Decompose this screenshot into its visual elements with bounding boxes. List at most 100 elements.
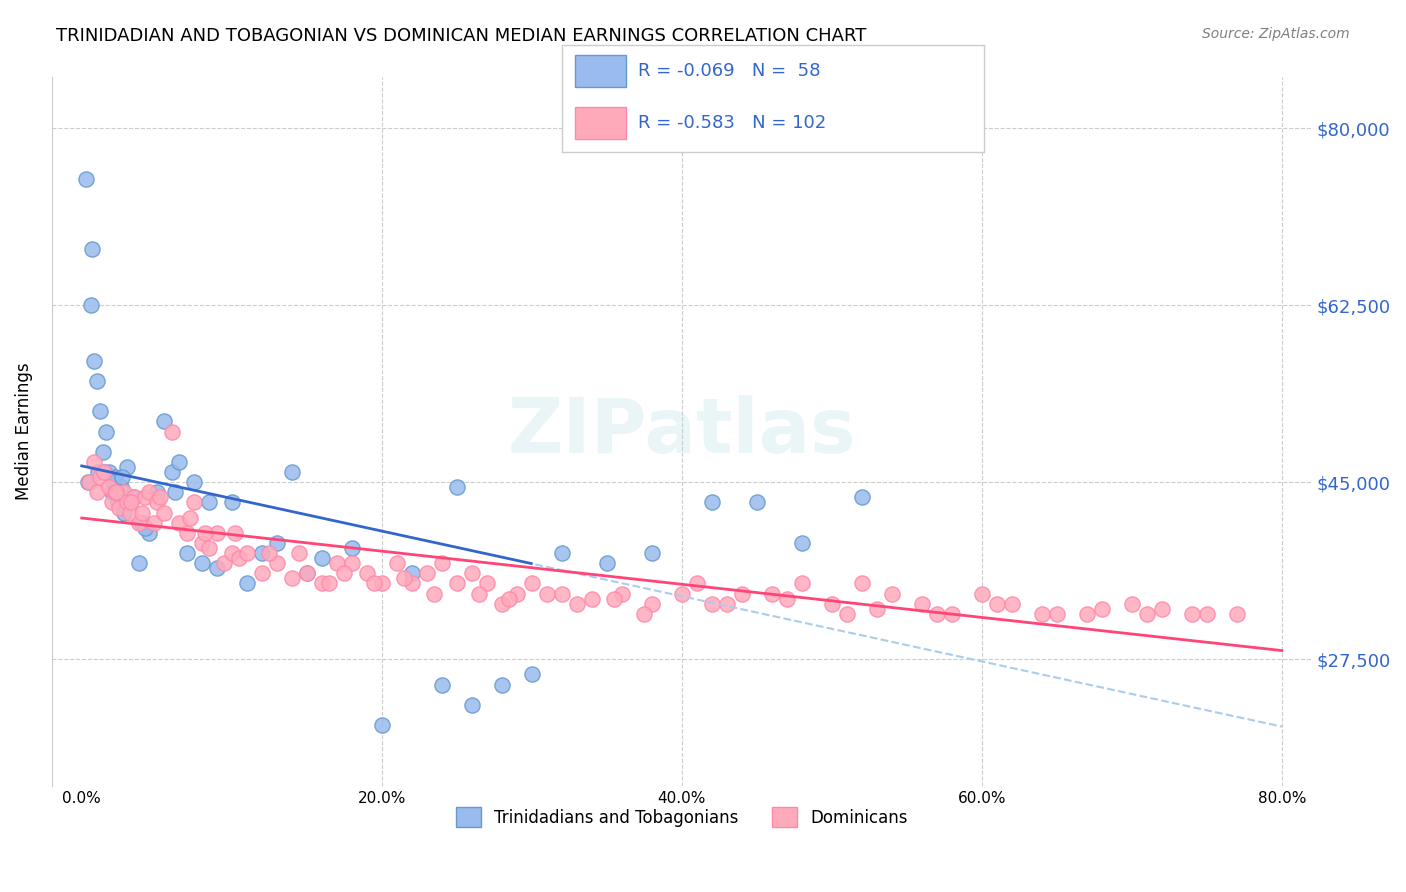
Point (716, 597, 738, 611)
Point (149, 491, 172, 505)
Point (851, 491, 873, 505)
Point (610, 586, 633, 600)
Point (93, 465, 115, 479)
Point (401, 576, 423, 591)
Point (288, 546, 311, 560)
Point (581, 591, 603, 606)
Point (520, 576, 543, 591)
Point (596, 556, 619, 570)
Point (97, 465, 120, 479)
Point (371, 576, 394, 591)
Point (925, 607, 948, 621)
Point (138, 525, 160, 540)
Point (131, 516, 153, 530)
Point (761, 586, 783, 600)
Point (145, 485, 167, 500)
Point (835, 607, 858, 621)
Point (311, 576, 333, 591)
Point (89, 404, 111, 418)
Point (118, 495, 141, 509)
Point (134, 521, 156, 535)
Point (153, 506, 176, 520)
Point (1031, 607, 1053, 621)
Point (115, 460, 138, 475)
Point (160, 465, 183, 479)
FancyBboxPatch shape (575, 55, 626, 87)
Point (776, 591, 799, 606)
Point (536, 586, 558, 600)
Point (401, 566, 423, 581)
Point (128, 556, 150, 570)
Point (281, 571, 304, 585)
Point (205, 525, 228, 540)
Text: ZIPatlas: ZIPatlas (508, 394, 856, 468)
Point (221, 495, 243, 509)
Point (228, 551, 250, 566)
Point (821, 597, 844, 611)
Point (700, 495, 723, 509)
Point (446, 480, 468, 494)
Point (1226, 607, 1249, 621)
Point (551, 586, 574, 600)
Point (183, 475, 205, 490)
Point (160, 425, 183, 439)
Point (641, 597, 664, 611)
Point (104, 485, 127, 500)
Y-axis label: Median Earnings: Median Earnings (15, 363, 32, 500)
Point (1136, 607, 1159, 621)
Point (371, 718, 394, 732)
Point (671, 586, 693, 600)
Text: R = -0.583   N = 102: R = -0.583 N = 102 (638, 114, 827, 132)
Point (236, 546, 259, 560)
Legend: Trinidadians and Tobagonians, Dominicans: Trinidadians and Tobagonians, Dominicans (449, 800, 914, 834)
Point (142, 516, 165, 530)
Point (100, 495, 122, 509)
Point (221, 546, 243, 560)
Point (295, 566, 318, 581)
FancyBboxPatch shape (575, 107, 626, 139)
Point (745, 495, 768, 509)
Text: Source: ZipAtlas.com: Source: ZipAtlas.com (1202, 27, 1350, 41)
Point (94, 425, 117, 439)
Point (731, 586, 754, 600)
Point (89, 470, 111, 484)
Point (394, 571, 416, 585)
Point (194, 525, 217, 540)
Point (250, 546, 273, 560)
Point (176, 546, 198, 560)
Point (633, 607, 655, 621)
Point (1091, 601, 1114, 615)
Point (461, 698, 484, 712)
Point (100, 485, 122, 500)
Point (138, 485, 160, 500)
Point (446, 576, 468, 591)
Point (112, 506, 135, 520)
Point (108, 500, 131, 515)
Text: TRINIDADIAN AND TOBAGONIAN VS DOMINICAN MEDIAN EARNINGS CORRELATION CHART: TRINIDADIAN AND TOBAGONIAN VS DOMINICAN … (56, 27, 866, 45)
Point (110, 480, 132, 494)
Point (491, 677, 513, 691)
Point (112, 485, 135, 500)
Point (340, 541, 363, 555)
Point (198, 541, 221, 555)
Point (236, 576, 259, 591)
Point (198, 495, 221, 509)
Point (565, 597, 588, 611)
Point (104, 470, 127, 484)
Point (107, 495, 129, 509)
Point (82, 243, 104, 257)
Point (1150, 601, 1173, 615)
Point (641, 546, 664, 560)
Point (86, 485, 108, 500)
Point (93, 465, 115, 479)
Point (145, 495, 167, 509)
Point (76, 475, 98, 490)
Point (122, 491, 145, 505)
Point (1076, 607, 1098, 621)
Point (686, 576, 709, 591)
Point (118, 506, 141, 520)
Point (115, 495, 138, 509)
Point (83, 353, 105, 368)
Point (1195, 607, 1218, 621)
Point (356, 566, 378, 581)
